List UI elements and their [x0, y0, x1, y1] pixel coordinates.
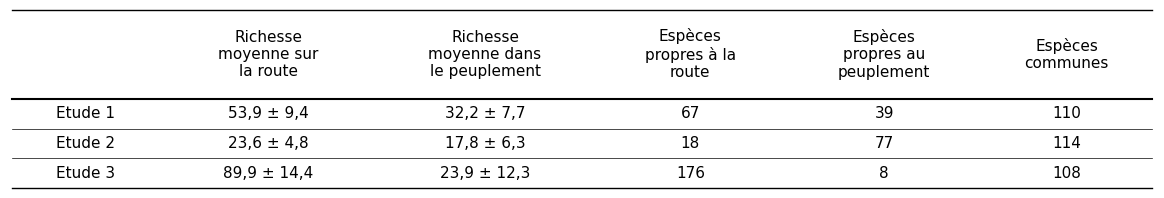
Text: 114: 114 — [1052, 136, 1081, 151]
Text: 108: 108 — [1052, 166, 1081, 181]
Text: 23,6 ± 4,8: 23,6 ± 4,8 — [228, 136, 308, 151]
Text: Richesse
moyenne dans
le peuplement: Richesse moyenne dans le peuplement — [428, 30, 541, 79]
Text: Espèces
communes: Espèces communes — [1024, 38, 1109, 71]
Text: 39: 39 — [874, 106, 894, 121]
Text: Richesse
moyenne sur
la route: Richesse moyenne sur la route — [218, 30, 319, 79]
Text: Etude 2: Etude 2 — [56, 136, 115, 151]
Text: 18: 18 — [681, 136, 700, 151]
Text: 67: 67 — [681, 106, 700, 121]
Text: Espèces
propres au
peuplement: Espèces propres au peuplement — [838, 29, 930, 80]
Text: 8: 8 — [880, 166, 889, 181]
Text: 176: 176 — [676, 166, 705, 181]
Text: 53,9 ± 9,4: 53,9 ± 9,4 — [228, 106, 308, 121]
Text: Espèces
propres à la
route: Espèces propres à la route — [645, 29, 736, 80]
Text: 32,2 ± 7,7: 32,2 ± 7,7 — [445, 106, 525, 121]
Text: 77: 77 — [874, 136, 894, 151]
Text: Etude 3: Etude 3 — [56, 166, 115, 181]
Text: 23,9 ± 12,3: 23,9 ± 12,3 — [440, 166, 531, 181]
Text: 110: 110 — [1052, 106, 1081, 121]
Text: 17,8 ± 6,3: 17,8 ± 6,3 — [445, 136, 525, 151]
Text: Etude 1: Etude 1 — [56, 106, 115, 121]
Text: 89,9 ± 14,4: 89,9 ± 14,4 — [223, 166, 313, 181]
